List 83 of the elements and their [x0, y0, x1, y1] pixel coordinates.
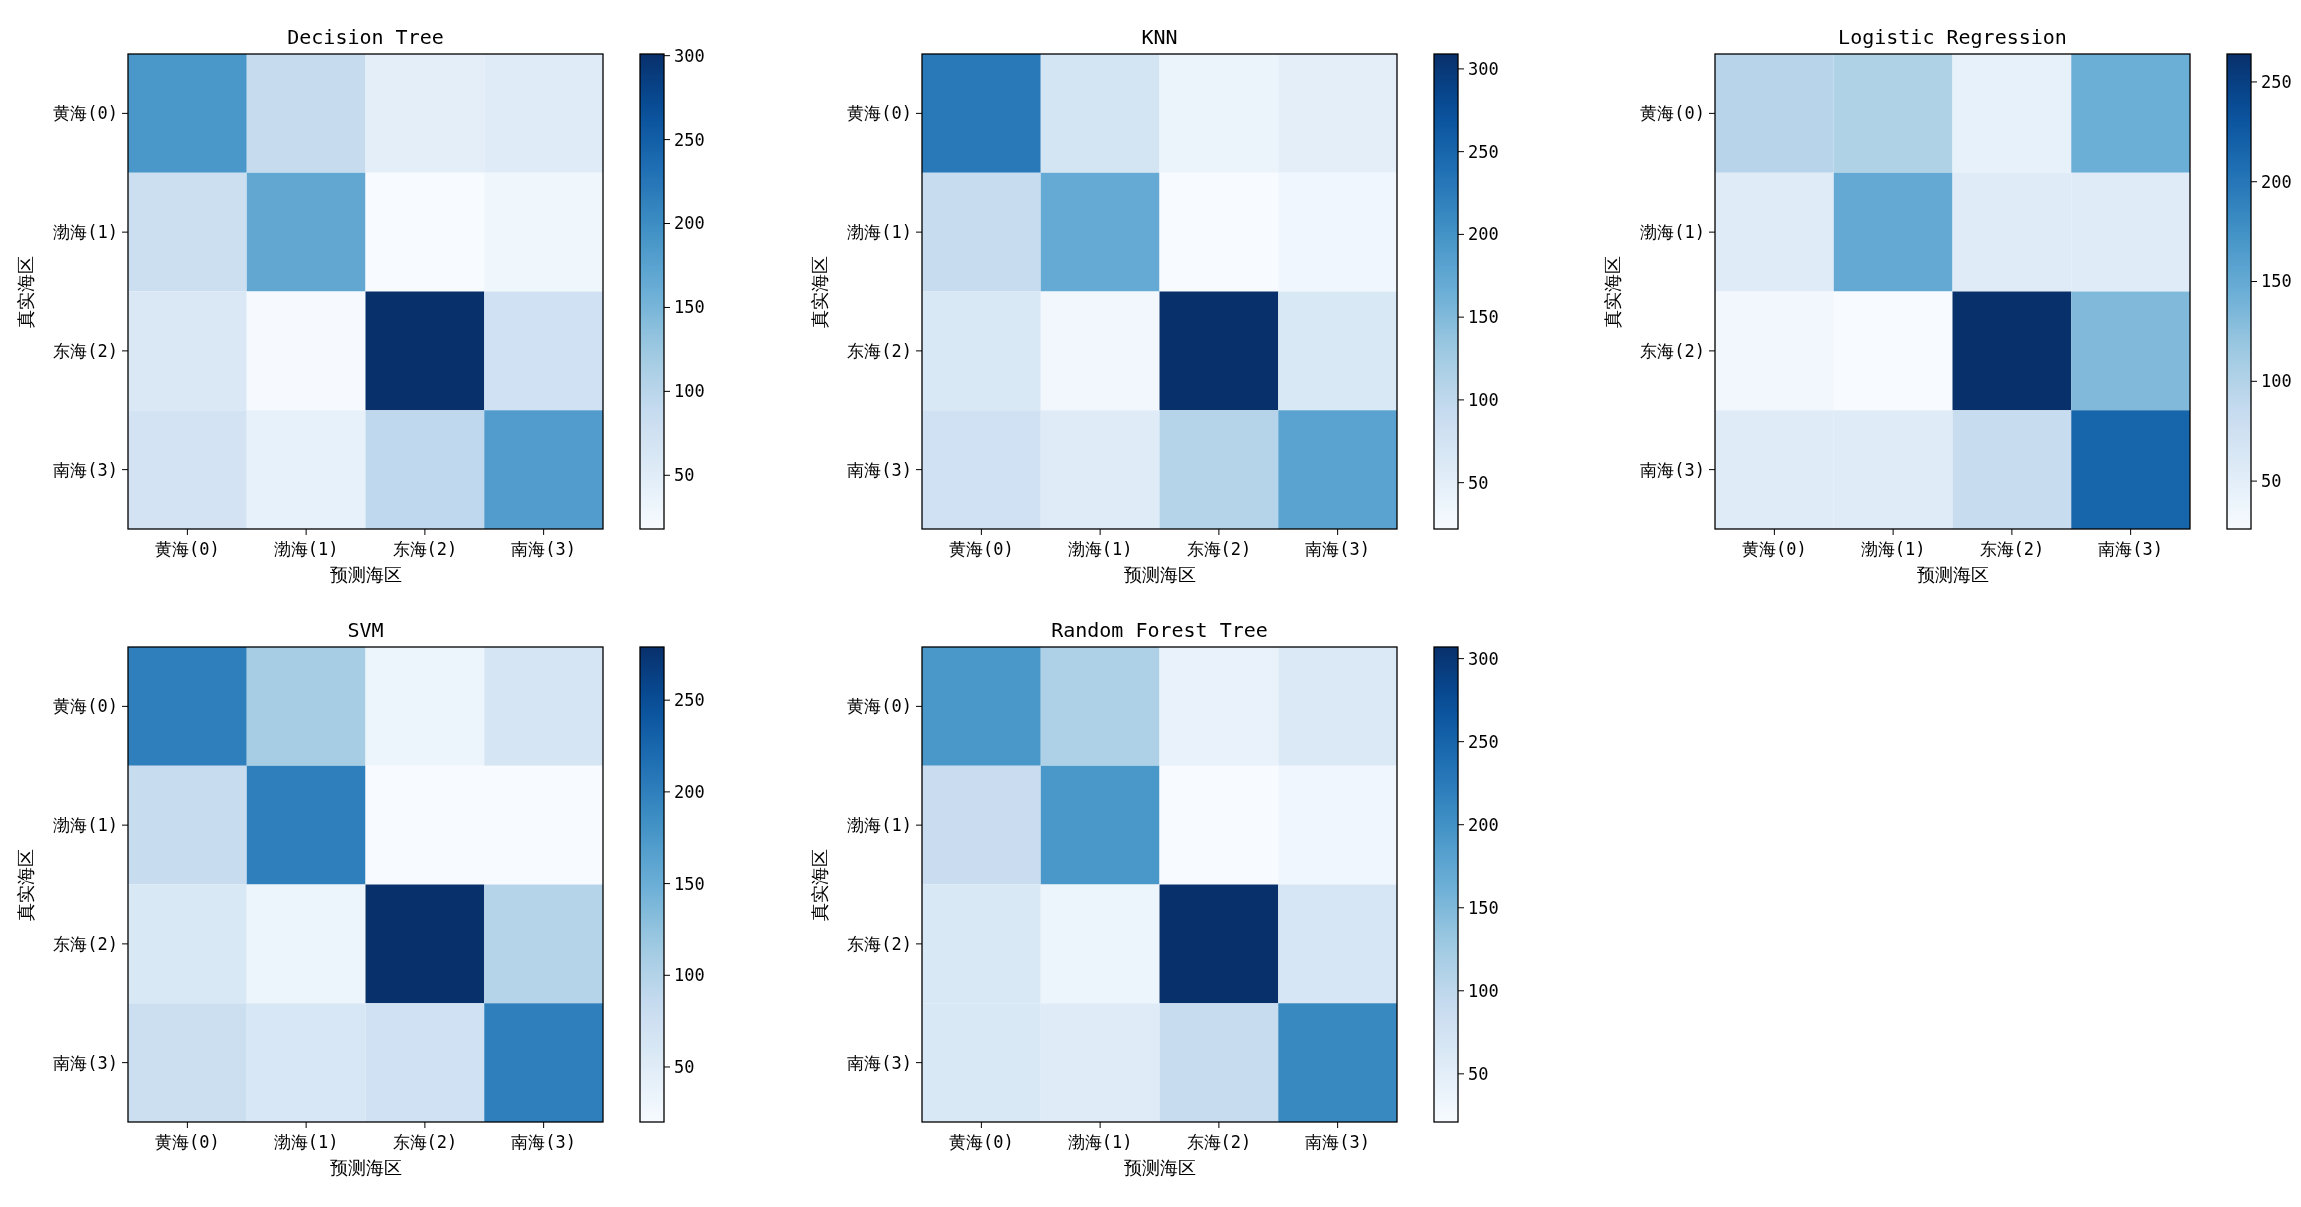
x-axis-title: 预测海区 [1123, 564, 1196, 585]
x-tick-label: 南海(3) [1305, 539, 1370, 559]
x-tick-label: 渤海(1) [1860, 539, 1926, 559]
color-bar-label: 200 [1468, 224, 1499, 245]
x-tick-label: 黄海(0) [949, 539, 1014, 559]
x-tick-label: 黄海(0) [155, 1132, 220, 1152]
y-tick-label: 黄海(0) [53, 103, 118, 124]
x-tick-label: 黄海(0) [1742, 539, 1807, 559]
y-tick-label: 东海(2) [847, 933, 912, 954]
color-bar-label: 150 [674, 873, 705, 894]
x-tick-label: 渤海(1) [1067, 1132, 1133, 1152]
x-tick-label: 南海(3) [1305, 1132, 1370, 1152]
color-bar-label: 200 [674, 213, 705, 234]
y-tick-label: 黄海(0) [53, 696, 118, 717]
y-tick-label: 南海(3) [53, 1052, 118, 1073]
color-bar-label: 200 [1468, 814, 1499, 835]
color-bar-label: 250 [1468, 731, 1499, 752]
x-axis-title: 预测海区 [329, 564, 402, 585]
x-tick-label: 渤海(1) [273, 539, 339, 559]
y-tick-label: 渤海(1) [847, 222, 912, 243]
color-bar-label: 50 [1468, 1063, 1489, 1084]
color-bar-label: 50 [1468, 472, 1489, 493]
y-tick-label: 南海(3) [847, 459, 912, 480]
x-tick-label: 东海(2) [392, 539, 458, 559]
color-bar-label: 150 [2261, 271, 2292, 292]
chart-title: Decision Tree [287, 25, 444, 49]
color-bar-label: 100 [1468, 980, 1499, 1001]
chart-title: SVM [347, 618, 384, 642]
y-tick-label: 黄海(0) [1640, 103, 1705, 124]
y-tick-label: 东海(2) [53, 340, 118, 361]
x-tick-label: 东海(2) [1979, 539, 2045, 559]
chart-title: Logistic Regression [1838, 25, 2067, 49]
y-axis-title: 真实海区 [1602, 255, 1623, 328]
color-bar-label: 50 [674, 465, 695, 486]
color-bar-label: 300 [1468, 648, 1499, 669]
color-bar-label: 100 [1468, 389, 1499, 410]
y-tick-label: 黄海(0) [847, 696, 912, 717]
y-axis-title: 真实海区 [809, 255, 830, 328]
color-bar-label: 250 [1468, 141, 1499, 162]
x-tick-label: 东海(2) [1186, 539, 1252, 559]
x-tick-label: 南海(3) [511, 1132, 576, 1152]
color-bar-label: 300 [674, 45, 705, 66]
color-bar-label: 100 [674, 381, 705, 402]
color-bar-label: 200 [674, 781, 705, 802]
x-tick-label: 南海(3) [511, 539, 576, 559]
x-tick-label: 南海(3) [2098, 539, 2163, 559]
y-tick-label: 南海(3) [53, 459, 118, 480]
color-bar-label: 50 [2261, 471, 2282, 492]
y-tick-label: 渤海(1) [53, 815, 118, 836]
color-bar-label: 100 [2261, 371, 2292, 392]
y-tick-label: 南海(3) [1640, 459, 1705, 480]
color-bar-label: 50 [674, 1056, 695, 1077]
x-tick-label: 黄海(0) [949, 1132, 1014, 1152]
y-tick-label: 东海(2) [847, 340, 912, 361]
x-tick-label: 渤海(1) [1067, 539, 1133, 559]
y-tick-label: 南海(3) [847, 1052, 912, 1073]
color-bar-label: 250 [674, 690, 705, 711]
y-axis-title: 真实海区 [809, 848, 830, 921]
color-bar-label: 150 [1468, 897, 1499, 918]
x-tick-label: 黄海(0) [155, 539, 220, 559]
x-tick-label: 东海(2) [1186, 1132, 1252, 1152]
y-tick-label: 东海(2) [1640, 340, 1705, 361]
x-axis-title: 预测海区 [1123, 1157, 1196, 1178]
color-bar-label: 150 [1468, 307, 1499, 328]
chart-title: Random Forest Tree [1051, 618, 1268, 642]
x-tick-label: 东海(2) [392, 1132, 458, 1152]
y-axis-title: 真实海区 [15, 255, 36, 328]
y-tick-label: 渤海(1) [1640, 222, 1705, 243]
color-bar-label: 100 [674, 965, 705, 986]
y-tick-label: 黄海(0) [847, 103, 912, 124]
x-axis-title: 预测海区 [329, 1157, 402, 1178]
y-tick-label: 东海(2) [53, 933, 118, 954]
chart-title: KNN [1141, 25, 1178, 49]
x-axis-title: 预测海区 [1916, 564, 1989, 585]
color-bar-label: 250 [2261, 71, 2292, 92]
color-bar-label: 250 [674, 129, 705, 150]
y-axis-title: 真实海区 [15, 848, 36, 921]
y-tick-label: 渤海(1) [53, 222, 118, 243]
color-bar-label: 150 [674, 297, 705, 318]
color-bar-label: 200 [2261, 171, 2292, 192]
x-tick-label: 渤海(1) [273, 1132, 339, 1152]
color-bar-label: 300 [1468, 58, 1499, 79]
y-tick-label: 渤海(1) [847, 815, 912, 836]
